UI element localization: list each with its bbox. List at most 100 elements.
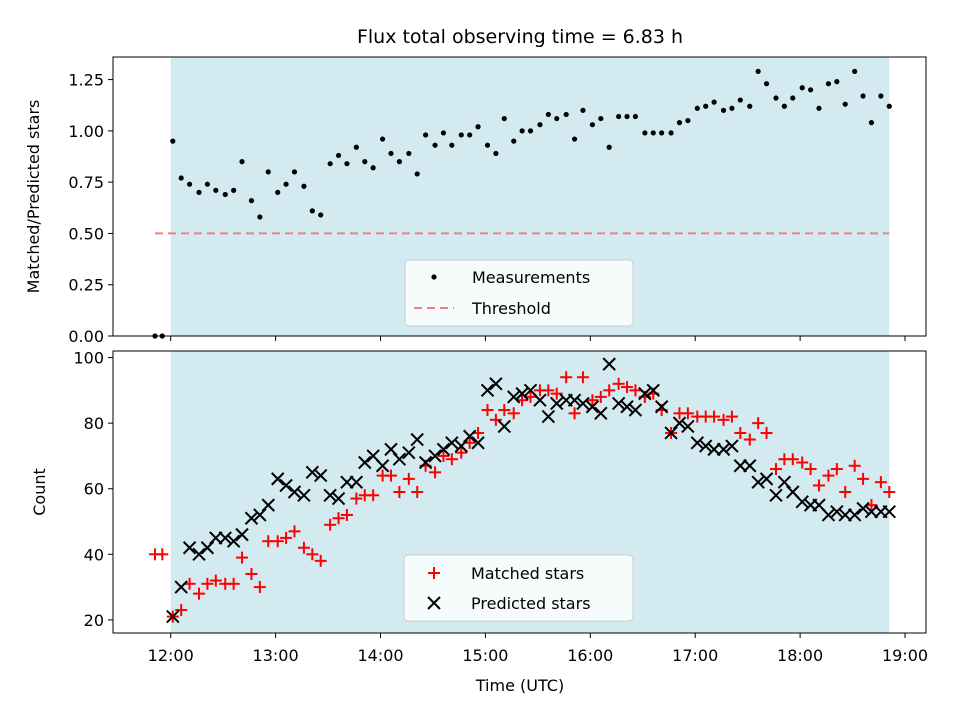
plot-frame (112, 350, 927, 634)
predicted-star-point (654, 400, 669, 414)
ratio-panel: Flux total observing time = 6.83 h 0.000… (24, 26, 927, 346)
predicted-star-point (856, 501, 870, 516)
predicted-star-point (358, 455, 372, 470)
predicted-star-point (681, 419, 695, 434)
measurement-point (353, 144, 359, 150)
measurement-point (275, 189, 281, 195)
measurement-point (799, 85, 805, 91)
y-tick-label: 20 (84, 611, 104, 630)
predicted-star-point (707, 442, 721, 457)
measurement-point (501, 115, 507, 122)
predicted-star-point (777, 475, 792, 489)
predicted-star-point (533, 393, 547, 407)
measurement-point (563, 111, 569, 118)
predicted-star-point (664, 426, 678, 440)
predicted-star-point (410, 432, 424, 447)
predicted-star-point (690, 436, 705, 450)
measurement-point (842, 101, 848, 107)
predicted-star-point (462, 429, 477, 443)
predicted-star-point (445, 436, 459, 450)
measurement-point (676, 120, 683, 126)
matched-star-point (411, 486, 424, 498)
matched-star-point (621, 381, 634, 394)
matched-star-point (708, 410, 721, 423)
measurement-point (204, 181, 211, 187)
predicted-star-point (349, 475, 364, 489)
predicted-star-point (244, 511, 259, 525)
measurement-point (283, 181, 289, 187)
matched-star-point (812, 479, 825, 492)
predicted-star-point (209, 531, 223, 545)
matched-star-point (586, 394, 599, 407)
measurement-point (659, 130, 665, 136)
legend-marker-matched (428, 567, 440, 579)
predicted-star-point (454, 439, 468, 453)
predicted-star-point (279, 478, 293, 493)
matched-star-point (445, 453, 458, 466)
predicted-star-point (515, 386, 529, 401)
predicted-star-point (698, 439, 713, 453)
predicted-star-point (646, 383, 660, 398)
legend-marker-measurements (431, 274, 437, 280)
matched-star-point (393, 486, 406, 498)
predicted-star-point (305, 465, 320, 480)
measurement-point (257, 214, 263, 220)
predicted-star-point (882, 504, 896, 519)
measurement-point (606, 144, 612, 150)
measurement-point (248, 198, 255, 204)
measurement-point (852, 68, 858, 74)
measurement-point (458, 132, 464, 138)
predicted-star-point (497, 419, 511, 434)
measurement-point (196, 189, 202, 195)
measurement-point (790, 95, 796, 101)
predicted-star-point (620, 400, 634, 414)
measurement-point (309, 208, 315, 214)
measurement-point (265, 169, 271, 175)
matched-star-point (489, 413, 502, 426)
matched-star-point (288, 525, 301, 538)
legend-label-measurements: Measurements (472, 268, 590, 287)
measurement-point (589, 122, 596, 128)
matched-star-point (612, 377, 625, 390)
measurement-point (178, 175, 184, 181)
predicted-star-point (218, 531, 232, 545)
measurement-point (362, 159, 368, 165)
measurement-point (571, 136, 578, 142)
measurement-point (537, 122, 543, 128)
predicted-star-point (864, 504, 879, 519)
x-tick-label: 17:00 (672, 646, 718, 665)
measurement-point (493, 150, 499, 157)
matched-star-point (209, 574, 222, 587)
measurement-point (423, 132, 429, 138)
matched-star-point (576, 371, 589, 384)
measurement-point (414, 171, 420, 177)
measurement-point (327, 161, 333, 167)
predicted-star-point (672, 416, 687, 430)
y-tick-label: 0.25 (68, 276, 104, 295)
predicted-star-point (751, 475, 765, 489)
x-tick-label: 14:00 (357, 646, 403, 665)
measurement-point (878, 93, 884, 99)
measurement-point (432, 142, 438, 148)
measurement-point (668, 130, 674, 136)
predicted-star-point (270, 472, 285, 486)
measurement-point (685, 117, 691, 124)
matched-star-point (306, 548, 319, 561)
matched-star-point (857, 472, 870, 485)
measurement-point (484, 142, 491, 148)
measurement-point (467, 132, 473, 138)
y-axis-label: Matched/Predicted stars (24, 100, 43, 294)
x-tick-label: 15:00 (462, 646, 508, 665)
matched-star-point (481, 404, 494, 417)
measurement-point (186, 181, 193, 187)
predicted-star-point (567, 393, 582, 407)
measurement-point (825, 81, 832, 87)
chart-title: Flux total observing time = 6.83 h (357, 26, 683, 48)
matched-star-point (324, 518, 337, 531)
measurement-point (868, 120, 875, 126)
measurement-point (554, 115, 560, 122)
x-tick-label: 13:00 (253, 646, 299, 665)
measurement-point (406, 150, 412, 157)
matched-star-point (743, 433, 756, 446)
predicted-star-point (725, 439, 739, 453)
